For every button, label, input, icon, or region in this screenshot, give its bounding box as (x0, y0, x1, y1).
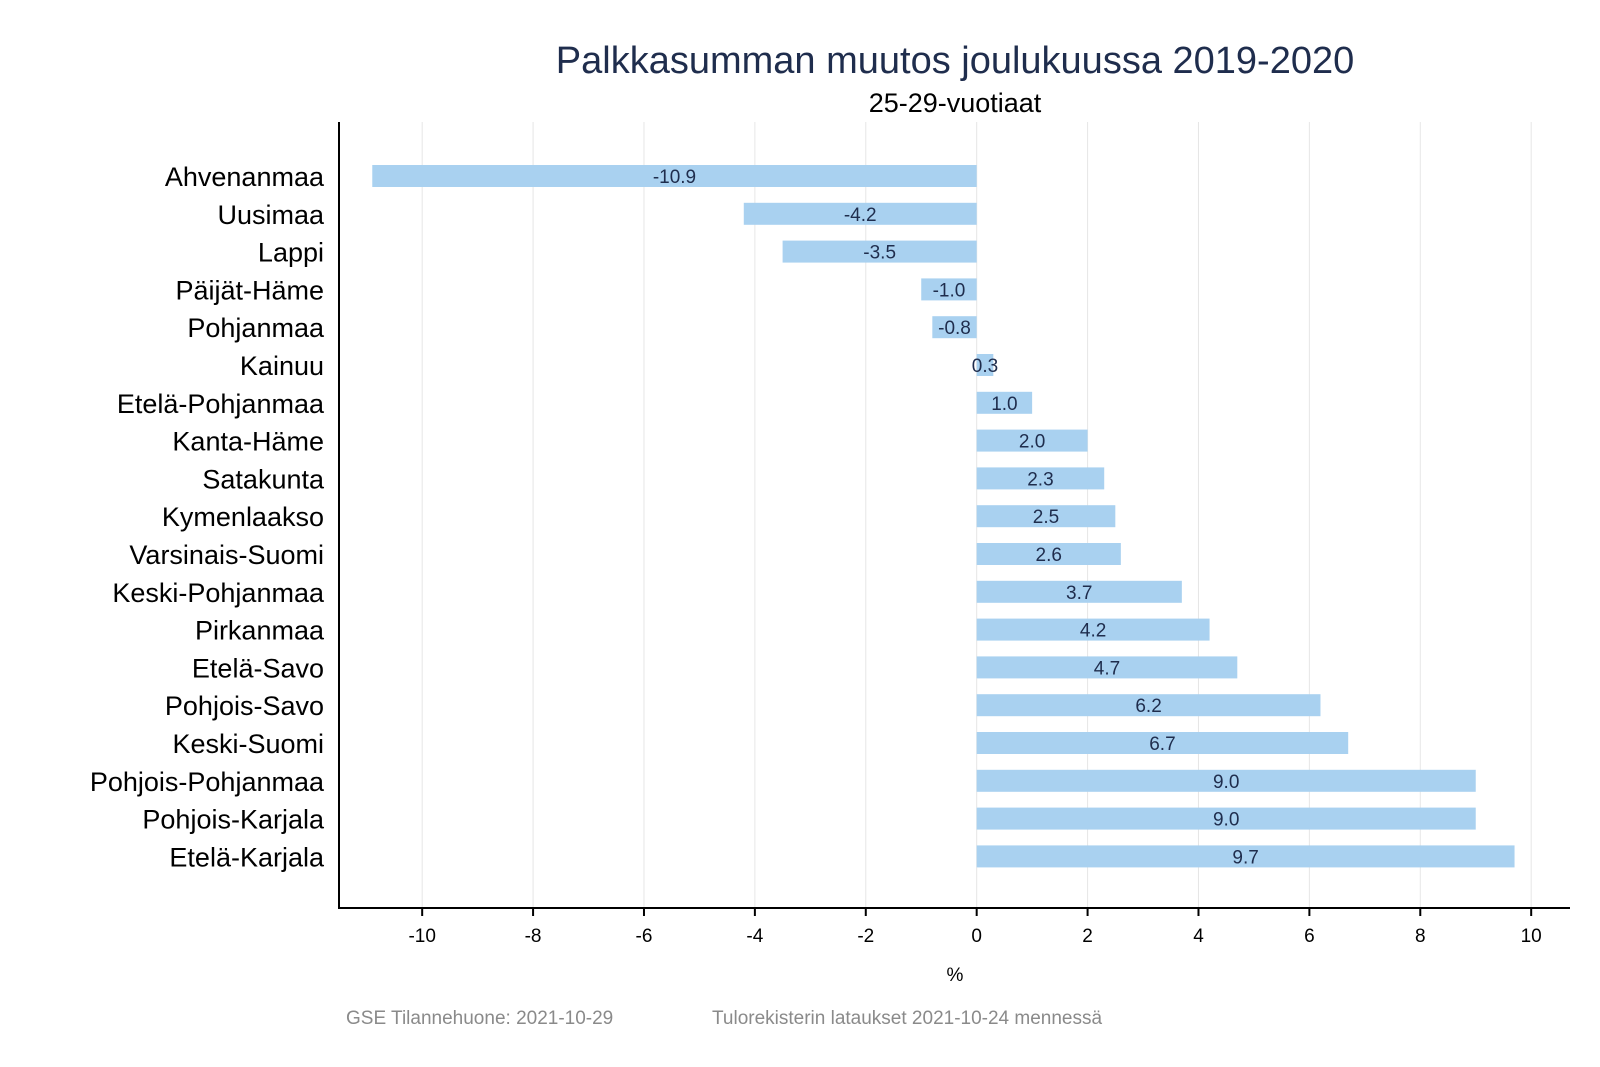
category-label: Satakunta (202, 464, 325, 494)
category-label: Keski-Pohjanmaa (112, 578, 325, 608)
category-label: Etelä-Pohjanmaa (117, 389, 325, 419)
bar (976, 732, 1349, 754)
category-label: Päijät-Häme (175, 275, 324, 305)
data-label: -4.2 (844, 205, 877, 226)
data-label: 9.7 (1232, 847, 1258, 868)
bar (782, 240, 977, 263)
x-tick-label: 4 (1193, 926, 1204, 947)
category-label: Etelä-Karjala (169, 842, 325, 872)
x-tick-label: 8 (1415, 926, 1426, 947)
data-label: 2.6 (1036, 545, 1062, 566)
bar (976, 429, 1088, 452)
x-tick-label: -6 (636, 926, 653, 947)
x-axis-ticks: -10 -8 -6 -4 -2 0 2 4 6 8 10 (408, 908, 1542, 947)
data-label: 9.0 (1213, 810, 1239, 831)
bar (976, 656, 1238, 679)
x-tick-label: -10 (408, 926, 435, 947)
data-label: -0.8 (938, 318, 971, 339)
bar (976, 769, 1476, 792)
bar (976, 845, 1515, 868)
data-label: 3.7 (1066, 583, 1092, 604)
bar (976, 807, 1476, 830)
chart-subtitle: 25-29-vuotiaat (869, 88, 1042, 118)
x-tick-label: 0 (971, 926, 982, 947)
data-label: 6.2 (1135, 696, 1161, 717)
bar (976, 543, 1121, 565)
data-labels: -10.9 -4.2 -3.5 -1.0 -0.80.3 1.02.0 2.3 2.5 2.63… (653, 167, 1259, 868)
category-label: Kymenlaakso (162, 502, 324, 532)
bar (976, 580, 1182, 603)
bar (976, 391, 1033, 414)
footer-note: Tulorekisterin lataukset 2021-10-24 menn… (712, 1008, 1102, 1029)
chart-title: Palkkasumman muutos joulukuussa 2019-202… (556, 40, 1354, 82)
data-label: 1.0 (991, 394, 1017, 415)
category-label: Pirkanmaa (195, 616, 325, 646)
x-tick-label: -2 (857, 926, 874, 947)
category-label: Kainuu (240, 351, 324, 381)
data-label: 4.2 (1080, 621, 1106, 642)
data-label: -3.5 (863, 243, 896, 264)
bar (976, 618, 1210, 641)
category-label: Ahvenanmaa (165, 162, 325, 192)
data-label: -10.9 (653, 167, 696, 188)
x-tick-label: 10 (1521, 926, 1542, 947)
x-tick-label: -8 (525, 926, 542, 947)
bar (976, 354, 994, 376)
bar (976, 467, 1105, 490)
data-label: 6.7 (1149, 734, 1175, 755)
category-label: Keski-Suomi (172, 729, 324, 759)
data-label: 2.3 (1027, 469, 1053, 490)
category-label: Varsinais-Suomi (129, 540, 324, 570)
data-label: 0.3 (972, 356, 998, 377)
bar (976, 505, 1116, 528)
footer-source: GSE Tilannehuone: 2021-10-29 (346, 1008, 613, 1029)
bar (976, 694, 1321, 717)
data-label: 2.5 (1033, 507, 1059, 528)
category-label: Kanta-Häme (172, 427, 324, 457)
bar (372, 165, 977, 187)
category-labels: Ahvenanmaa Uusimaa Lappi Päijät-Häme Pohjanm… (90, 162, 325, 872)
bar (743, 202, 977, 225)
x-axis-label: % (947, 965, 964, 986)
bars (372, 165, 1515, 868)
x-tick-label: -4 (746, 926, 763, 947)
bar (932, 316, 977, 339)
x-tick-label: 2 (1082, 926, 1093, 947)
data-label: 9.0 (1213, 772, 1239, 793)
bar (921, 278, 977, 301)
category-label: Pohjois-Savo (165, 691, 324, 721)
category-label: Lappi (258, 238, 324, 268)
data-label: -1.0 (933, 280, 966, 301)
category-label: Pohjois-Karjala (142, 805, 325, 835)
data-label: 4.7 (1094, 658, 1120, 679)
category-label: Pohjois-Pohjanmaa (90, 767, 325, 797)
data-label: 2.0 (1019, 432, 1045, 453)
category-label: Uusimaa (217, 200, 325, 230)
category-label: Etelä-Savo (192, 653, 324, 683)
x-tick-label: 6 (1304, 926, 1315, 947)
category-label: Pohjanmaa (187, 313, 325, 343)
